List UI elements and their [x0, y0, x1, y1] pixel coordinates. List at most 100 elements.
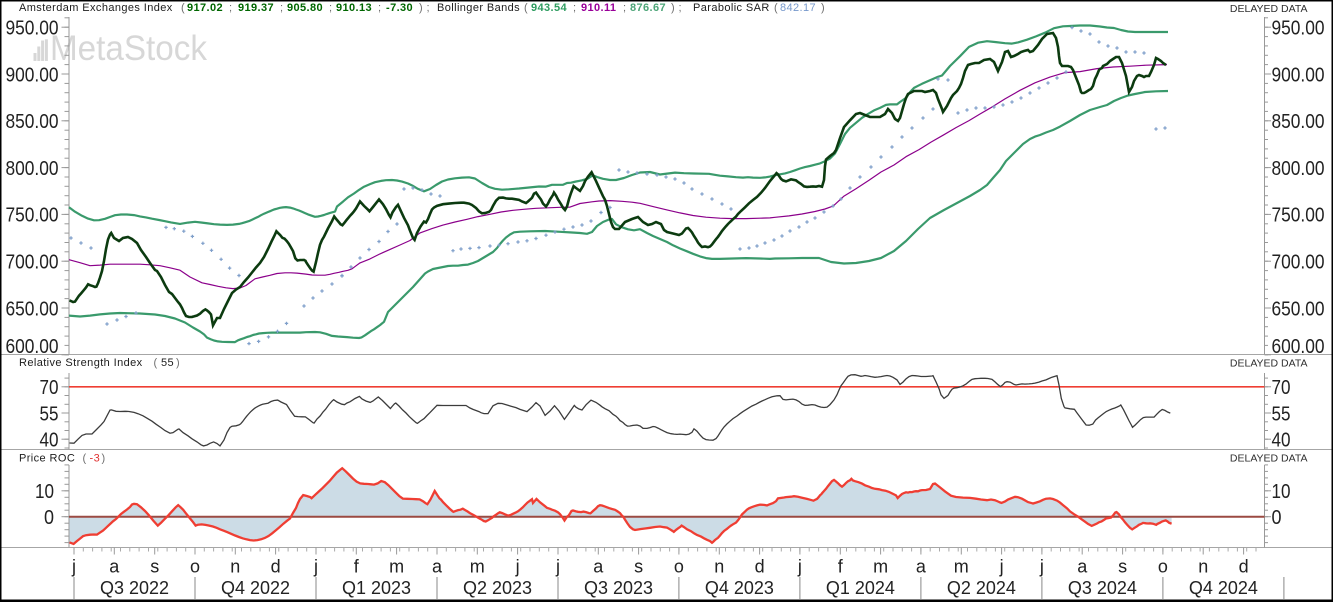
svg-text:750.00: 750.00: [6, 204, 59, 227]
svg-text:Parabolic SAR: Parabolic SAR: [693, 2, 770, 14]
svg-text:f: f: [354, 557, 360, 577]
svg-text:): ): [102, 453, 106, 465]
svg-text:900.00: 900.00: [6, 63, 59, 86]
svg-text:40: 40: [40, 429, 59, 452]
svg-text:a: a: [432, 557, 443, 577]
svg-text:842.17: 842.17: [780, 2, 816, 14]
svg-text:800.00: 800.00: [1272, 157, 1325, 180]
svg-text:Relative Strength Index: Relative Strength Index: [19, 357, 143, 369]
svg-text:Q1 2024: Q1 2024: [826, 578, 895, 598]
svg-text:10: 10: [1272, 480, 1291, 503]
svg-text:700.00: 700.00: [1272, 251, 1325, 274]
svg-text:f: f: [838, 557, 844, 577]
svg-text:o: o: [190, 557, 200, 577]
svg-text:s: s: [150, 557, 159, 577]
svg-text:Q4 2024: Q4 2024: [1189, 578, 1258, 598]
svg-text:800.00: 800.00: [6, 157, 59, 180]
svg-text:10: 10: [35, 480, 54, 503]
svg-text:): ): [176, 357, 180, 369]
svg-text:650.00: 650.00: [1272, 297, 1325, 320]
svg-text:650.00: 650.00: [6, 297, 59, 320]
svg-text:700.00: 700.00: [6, 251, 59, 274]
svg-text:55: 55: [1272, 402, 1291, 425]
svg-text:Q3 2024: Q3 2024: [1068, 578, 1137, 598]
svg-text:;: ;: [329, 2, 332, 14]
svg-text:600.00: 600.00: [1272, 335, 1325, 358]
svg-text:876.67: 876.67: [630, 2, 666, 14]
svg-text:DELAYED DATA: DELAYED DATA: [1230, 453, 1308, 465]
svg-text:a: a: [109, 557, 120, 577]
svg-text:(: (: [774, 2, 778, 14]
svg-text:j: j: [1039, 557, 1044, 577]
svg-text:DELAYED DATA: DELAYED DATA: [1230, 358, 1308, 370]
svg-text:j: j: [797, 557, 802, 577]
svg-text:a: a: [916, 557, 927, 577]
svg-text:;: ;: [623, 2, 626, 14]
svg-text:o: o: [1158, 557, 1168, 577]
svg-text:905.80: 905.80: [287, 2, 323, 14]
svg-text:910.13: 910.13: [336, 2, 372, 14]
svg-text:m: m: [954, 557, 969, 577]
svg-text:n: n: [714, 557, 724, 577]
svg-text:Q2 2024: Q2 2024: [947, 578, 1016, 598]
svg-text:850.00: 850.00: [1272, 110, 1325, 133]
svg-text:55: 55: [161, 357, 174, 369]
svg-text:m: m: [470, 557, 485, 577]
svg-text:Q1 2023: Q1 2023: [342, 578, 411, 598]
svg-text:0: 0: [44, 506, 54, 529]
svg-text:;: ;: [573, 2, 576, 14]
svg-text:40: 40: [1272, 429, 1291, 452]
svg-text:j: j: [999, 557, 1004, 577]
svg-text:j: j: [555, 557, 560, 577]
svg-text:Amsterdam Exchanges Index: Amsterdam Exchanges Index: [19, 2, 173, 14]
svg-text:DELAYED DATA: DELAYED DATA: [1230, 3, 1308, 15]
svg-text:n: n: [230, 557, 240, 577]
svg-text:;: ;: [280, 2, 283, 14]
svg-text:919.37: 919.37: [238, 2, 274, 14]
svg-text:;: ;: [229, 2, 232, 14]
svg-text:600.00: 600.00: [6, 335, 59, 358]
svg-text:) ;: ) ;: [671, 2, 682, 14]
svg-text:Price ROC: Price ROC: [19, 453, 75, 465]
svg-text:900.00: 900.00: [1272, 63, 1325, 86]
svg-text:Q3 2023: Q3 2023: [584, 578, 653, 598]
svg-text:950.00: 950.00: [6, 17, 59, 40]
svg-text:d: d: [271, 557, 281, 577]
svg-text:a: a: [1077, 557, 1088, 577]
svg-text:(: (: [181, 2, 185, 14]
svg-text:d: d: [755, 557, 765, 577]
svg-text:d: d: [1239, 557, 1249, 577]
svg-text:m: m: [389, 557, 404, 577]
svg-text:n: n: [1198, 557, 1208, 577]
svg-text:) ;: ) ;: [419, 2, 430, 14]
svg-text:917.02: 917.02: [187, 2, 223, 14]
svg-text:s: s: [634, 557, 643, 577]
svg-text:Q2 2023: Q2 2023: [463, 578, 532, 598]
svg-text:Q3 2022: Q3 2022: [100, 578, 169, 598]
svg-text:;: ;: [378, 2, 381, 14]
svg-text:m: m: [873, 557, 888, 577]
svg-text:(: (: [524, 2, 528, 14]
svg-text:j: j: [71, 557, 76, 577]
svg-text:850.00: 850.00: [6, 110, 59, 133]
svg-text:-7.30: -7.30: [386, 2, 413, 14]
svg-text:Bollinger Bands: Bollinger Bands: [437, 2, 520, 14]
svg-text:o: o: [674, 557, 684, 577]
svg-text:-3: -3: [90, 453, 101, 465]
svg-text:): ): [821, 2, 825, 14]
svg-text:910.11: 910.11: [581, 2, 616, 14]
svg-text:s: s: [1118, 557, 1127, 577]
svg-text:70: 70: [40, 376, 59, 399]
svg-text:j: j: [515, 557, 520, 577]
svg-text:0: 0: [1272, 506, 1282, 529]
svg-text:MetaStock: MetaStock: [50, 29, 207, 68]
svg-text:Q4 2022: Q4 2022: [221, 578, 290, 598]
svg-text:Q4 2023: Q4 2023: [705, 578, 774, 598]
svg-text:950.00: 950.00: [1272, 17, 1325, 40]
svg-text:70: 70: [1272, 376, 1291, 399]
svg-text:j: j: [313, 557, 318, 577]
svg-text:a: a: [593, 557, 604, 577]
svg-text:943.54: 943.54: [531, 2, 568, 14]
svg-text:750.00: 750.00: [1272, 204, 1325, 227]
svg-text:(: (: [154, 357, 158, 369]
